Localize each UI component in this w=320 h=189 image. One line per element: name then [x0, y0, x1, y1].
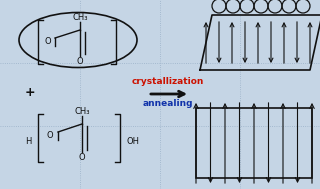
- Text: CH₃: CH₃: [72, 13, 88, 22]
- Text: annealing: annealing: [143, 99, 193, 108]
- Text: O: O: [47, 132, 53, 140]
- Text: +: +: [25, 85, 35, 98]
- Bar: [196, 108, 312, 178]
- Text: OH: OH: [126, 138, 140, 146]
- Text: O: O: [45, 37, 51, 46]
- Text: O: O: [79, 153, 85, 163]
- Text: crystallization: crystallization: [132, 77, 204, 87]
- Text: O: O: [77, 57, 83, 67]
- Text: CH₃: CH₃: [74, 108, 90, 116]
- Text: H: H: [25, 138, 31, 146]
